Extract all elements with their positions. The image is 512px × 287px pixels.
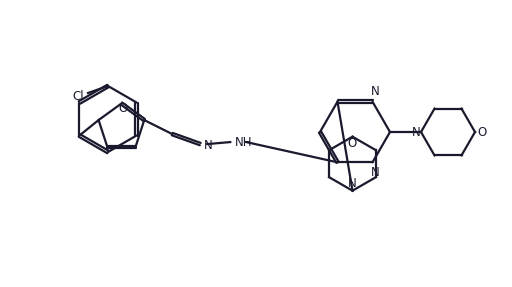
Text: N: N	[371, 166, 380, 179]
Text: Cl: Cl	[72, 90, 84, 102]
Text: N: N	[412, 125, 420, 139]
Text: O: O	[348, 137, 357, 150]
Text: O: O	[119, 102, 128, 115]
Text: NH: NH	[235, 135, 253, 149]
Text: N: N	[371, 85, 380, 98]
Text: N: N	[348, 177, 357, 190]
Text: O: O	[477, 125, 486, 139]
Text: N: N	[204, 139, 213, 152]
